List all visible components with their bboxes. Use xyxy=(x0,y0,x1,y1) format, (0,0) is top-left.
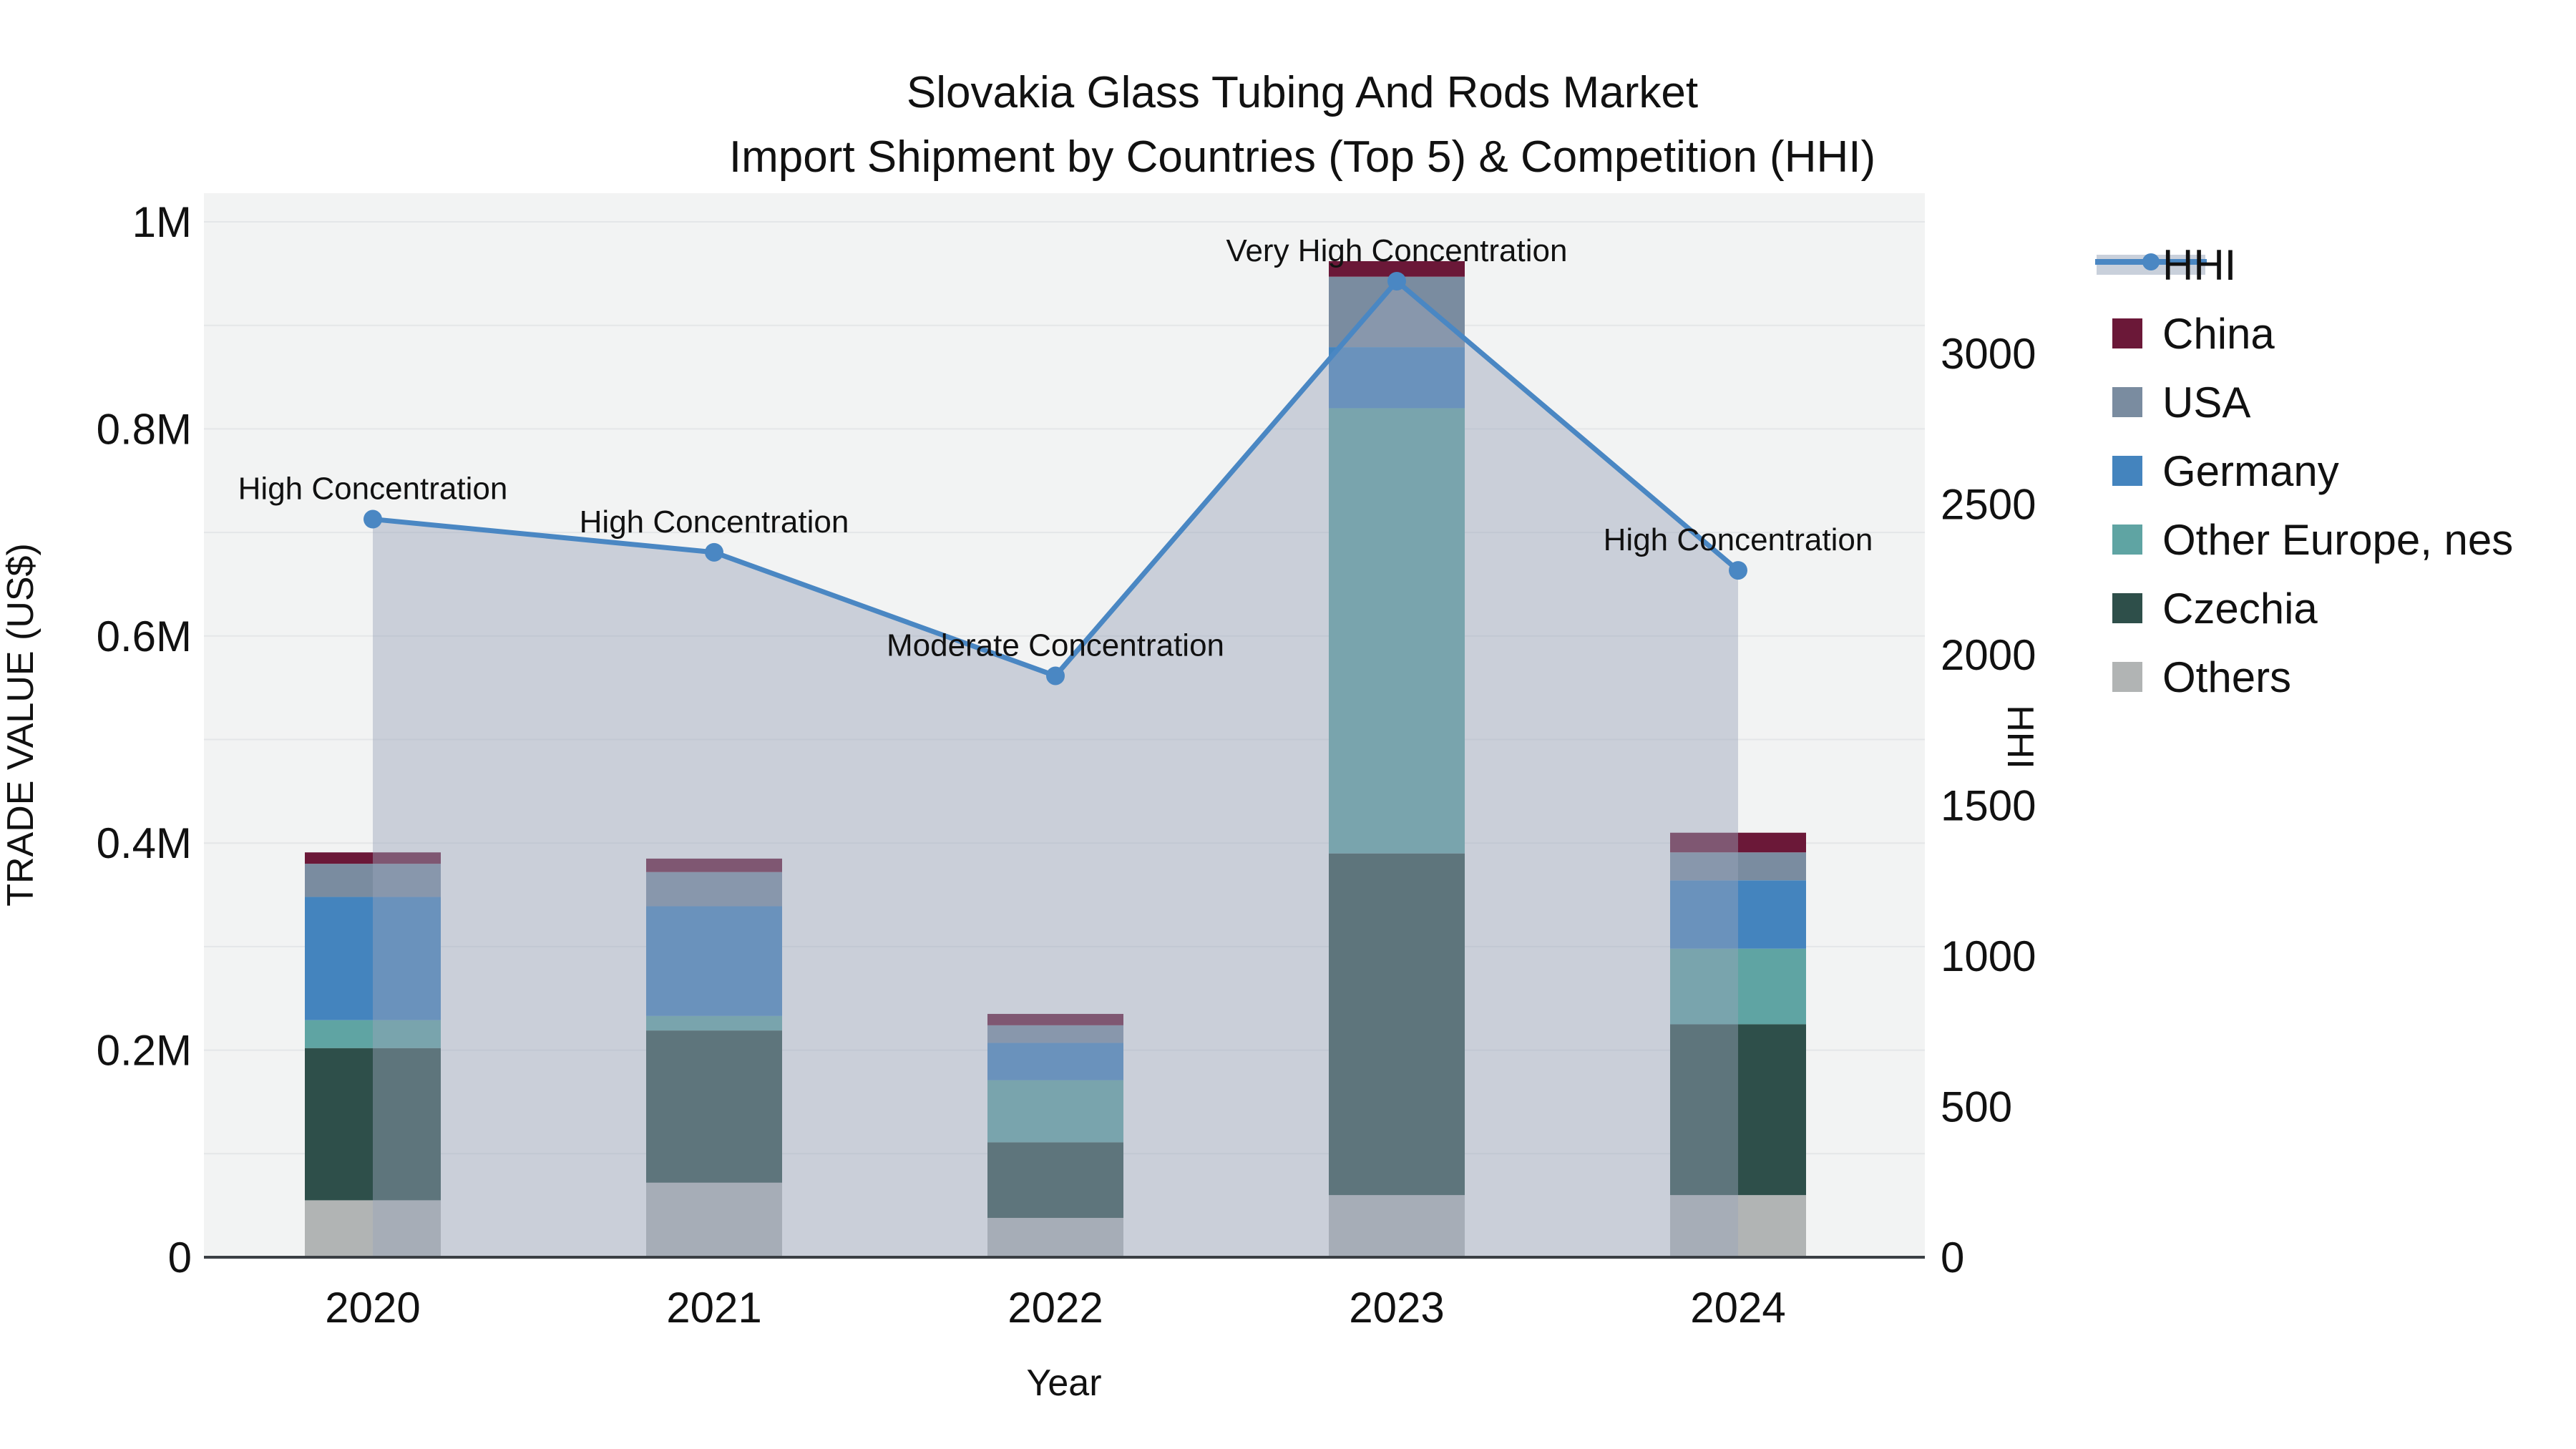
bar-czechia-2021[interactable] xyxy=(646,1030,782,1183)
legend-swatch-china xyxy=(2112,318,2142,348)
legend-item-hhi[interactable]: HHI xyxy=(2095,241,2236,289)
legend-item-czechia[interactable]: Czechia xyxy=(2112,585,2318,633)
bar-other-europe-nes-2023[interactable] xyxy=(1329,408,1465,854)
y-right-tick-1500: 1500 xyxy=(1941,782,2036,830)
x-tick-2021: 2021 xyxy=(666,1284,761,1332)
hhi-point-2023[interactable] xyxy=(1387,271,1406,291)
bar-others-2024[interactable] xyxy=(1670,1195,1806,1257)
hhi-point-2022[interactable] xyxy=(1046,666,1065,686)
gridlines xyxy=(204,221,1925,1155)
hhi-area-fill xyxy=(373,280,1738,1258)
x-tick-2022: 2022 xyxy=(1008,1284,1103,1332)
y-right-tick-0: 0 xyxy=(1941,1234,1964,1282)
bar-czechia-2024[interactable] xyxy=(1670,1024,1806,1196)
bar-china-2023[interactable] xyxy=(1329,260,1465,277)
bar-czechia-2020[interactable] xyxy=(305,1048,441,1201)
bar-china-2024[interactable] xyxy=(1670,832,1806,853)
y-right-tick-2500: 2500 xyxy=(1941,481,2036,529)
legend-label-usa: USA xyxy=(2162,379,2250,426)
hhi-line-series xyxy=(364,271,1747,686)
y-left-tick-0.4M: 0.4M xyxy=(97,819,192,867)
bar-china-2022[interactable] xyxy=(987,1013,1123,1025)
legend-label-others: Others xyxy=(2162,653,2291,701)
y-axis-left-ticks: 0 0.2M 0.4M 0.6M 0.8M 1M xyxy=(97,198,192,1282)
bar-other-europe-nes-2024[interactable] xyxy=(1670,948,1806,1025)
y-left-tick-0: 0 xyxy=(168,1234,192,1282)
bar-germany-2023[interactable] xyxy=(1329,347,1465,409)
y-left-tick-0.8M: 0.8M xyxy=(97,405,192,453)
legend-item-germany[interactable]: Germany xyxy=(2112,447,2339,495)
chart-title-line1: Slovakia Glass Tubing And Rods Market xyxy=(907,68,1698,117)
bar-germany-2020[interactable] xyxy=(305,897,441,1020)
annotations: High Concentration High Concentration Mode… xyxy=(238,233,1873,663)
bar-czechia-2023[interactable] xyxy=(1329,853,1465,1196)
y-left-axis-title: TRADE VALUE (US$) xyxy=(0,543,42,907)
y-axis-right-ticks: 0 500 1000 1500 2000 2500 3000 xyxy=(1941,330,2036,1282)
bar-usa-2020[interactable] xyxy=(305,864,441,897)
bar-others-2021[interactable] xyxy=(646,1182,782,1257)
hhi-point-2024[interactable] xyxy=(1729,561,1747,580)
y-right-tick-500: 500 xyxy=(1941,1083,2012,1131)
bar-others-2022[interactable] xyxy=(987,1218,1123,1257)
bar-czechia-2022[interactable] xyxy=(987,1142,1123,1219)
y-left-tick-0.2M: 0.2M xyxy=(97,1027,192,1075)
annotation-2024: High Concentration xyxy=(1604,522,1873,557)
legend-item-others[interactable]: Others xyxy=(2112,653,2291,701)
y-right-tick-2000: 2000 xyxy=(1941,631,2036,679)
legend: HHI China USA Germany Other Europe, nes Czech… xyxy=(2095,241,2513,701)
legend-swatch-czechia xyxy=(2112,593,2142,623)
annotation-2023: Very High Concentration xyxy=(1226,233,1568,268)
x-tick-2020: 2020 xyxy=(325,1284,420,1332)
bar-other-europe-nes-2022[interactable] xyxy=(987,1080,1123,1143)
y-right-tick-3000: 3000 xyxy=(1941,330,2036,378)
bar-germany-2021[interactable] xyxy=(646,906,782,1016)
y-right-axis-title: HHI xyxy=(1999,705,2041,769)
bar-usa-2024[interactable] xyxy=(1670,852,1806,881)
legend-swatch-others xyxy=(2112,662,2142,692)
legend-swatch-other-europe-nes xyxy=(2112,525,2142,555)
stacked-bars xyxy=(305,260,1806,1257)
legend-item-other-europe-nes[interactable]: Other Europe, nes xyxy=(2112,516,2513,564)
annotation-2022: Moderate Concentration xyxy=(887,628,1224,663)
bar-usa-2021[interactable] xyxy=(646,872,782,907)
hhi-point-2020[interactable] xyxy=(364,509,382,529)
x-tick-2024: 2024 xyxy=(1690,1284,1785,1332)
y-right-tick-1000: 1000 xyxy=(1941,932,2036,980)
bar-other-europe-nes-2021[interactable] xyxy=(646,1015,782,1031)
legend-item-usa[interactable]: USA xyxy=(2112,379,2250,426)
bar-usa-2022[interactable] xyxy=(987,1025,1123,1043)
legend-label-czechia: Czechia xyxy=(2162,585,2318,633)
legend-label-hhi: HHI xyxy=(2162,241,2236,289)
bar-germany-2024[interactable] xyxy=(1670,880,1806,949)
bar-china-2021[interactable] xyxy=(646,858,782,872)
legend-label-other-europe-nes: Other Europe, nes xyxy=(2162,516,2513,564)
legend-item-china[interactable]: China xyxy=(2112,310,2275,358)
chart-title-line2: Import Shipment by Countries (Top 5) & C… xyxy=(729,132,1875,182)
annotation-2021: High Concentration xyxy=(580,504,849,540)
legend-label-germany: Germany xyxy=(2162,447,2339,495)
y-left-tick-0.6M: 0.6M xyxy=(97,613,192,660)
y-left-tick-1M: 1M xyxy=(132,198,192,246)
legend-swatch-germany xyxy=(2112,456,2142,486)
legend-swatch-usa xyxy=(2112,387,2142,417)
bar-other-europe-nes-2020[interactable] xyxy=(305,1020,441,1048)
bar-others-2023[interactable] xyxy=(1329,1195,1465,1257)
bar-germany-2022[interactable] xyxy=(987,1043,1123,1080)
x-tick-2023: 2023 xyxy=(1349,1284,1444,1332)
legend-label-china: China xyxy=(2162,310,2275,358)
legend-hhi-marker-icon xyxy=(2142,253,2160,270)
x-axis-ticks: 2020 2021 2022 2023 2024 xyxy=(325,1284,1785,1332)
annotation-2020: High Concentration xyxy=(238,472,508,507)
hhi-point-2021[interactable] xyxy=(705,542,723,562)
x-axis-title: Year xyxy=(1026,1362,1101,1404)
bar-others-2020[interactable] xyxy=(305,1200,441,1257)
bar-china-2020[interactable] xyxy=(305,852,441,864)
